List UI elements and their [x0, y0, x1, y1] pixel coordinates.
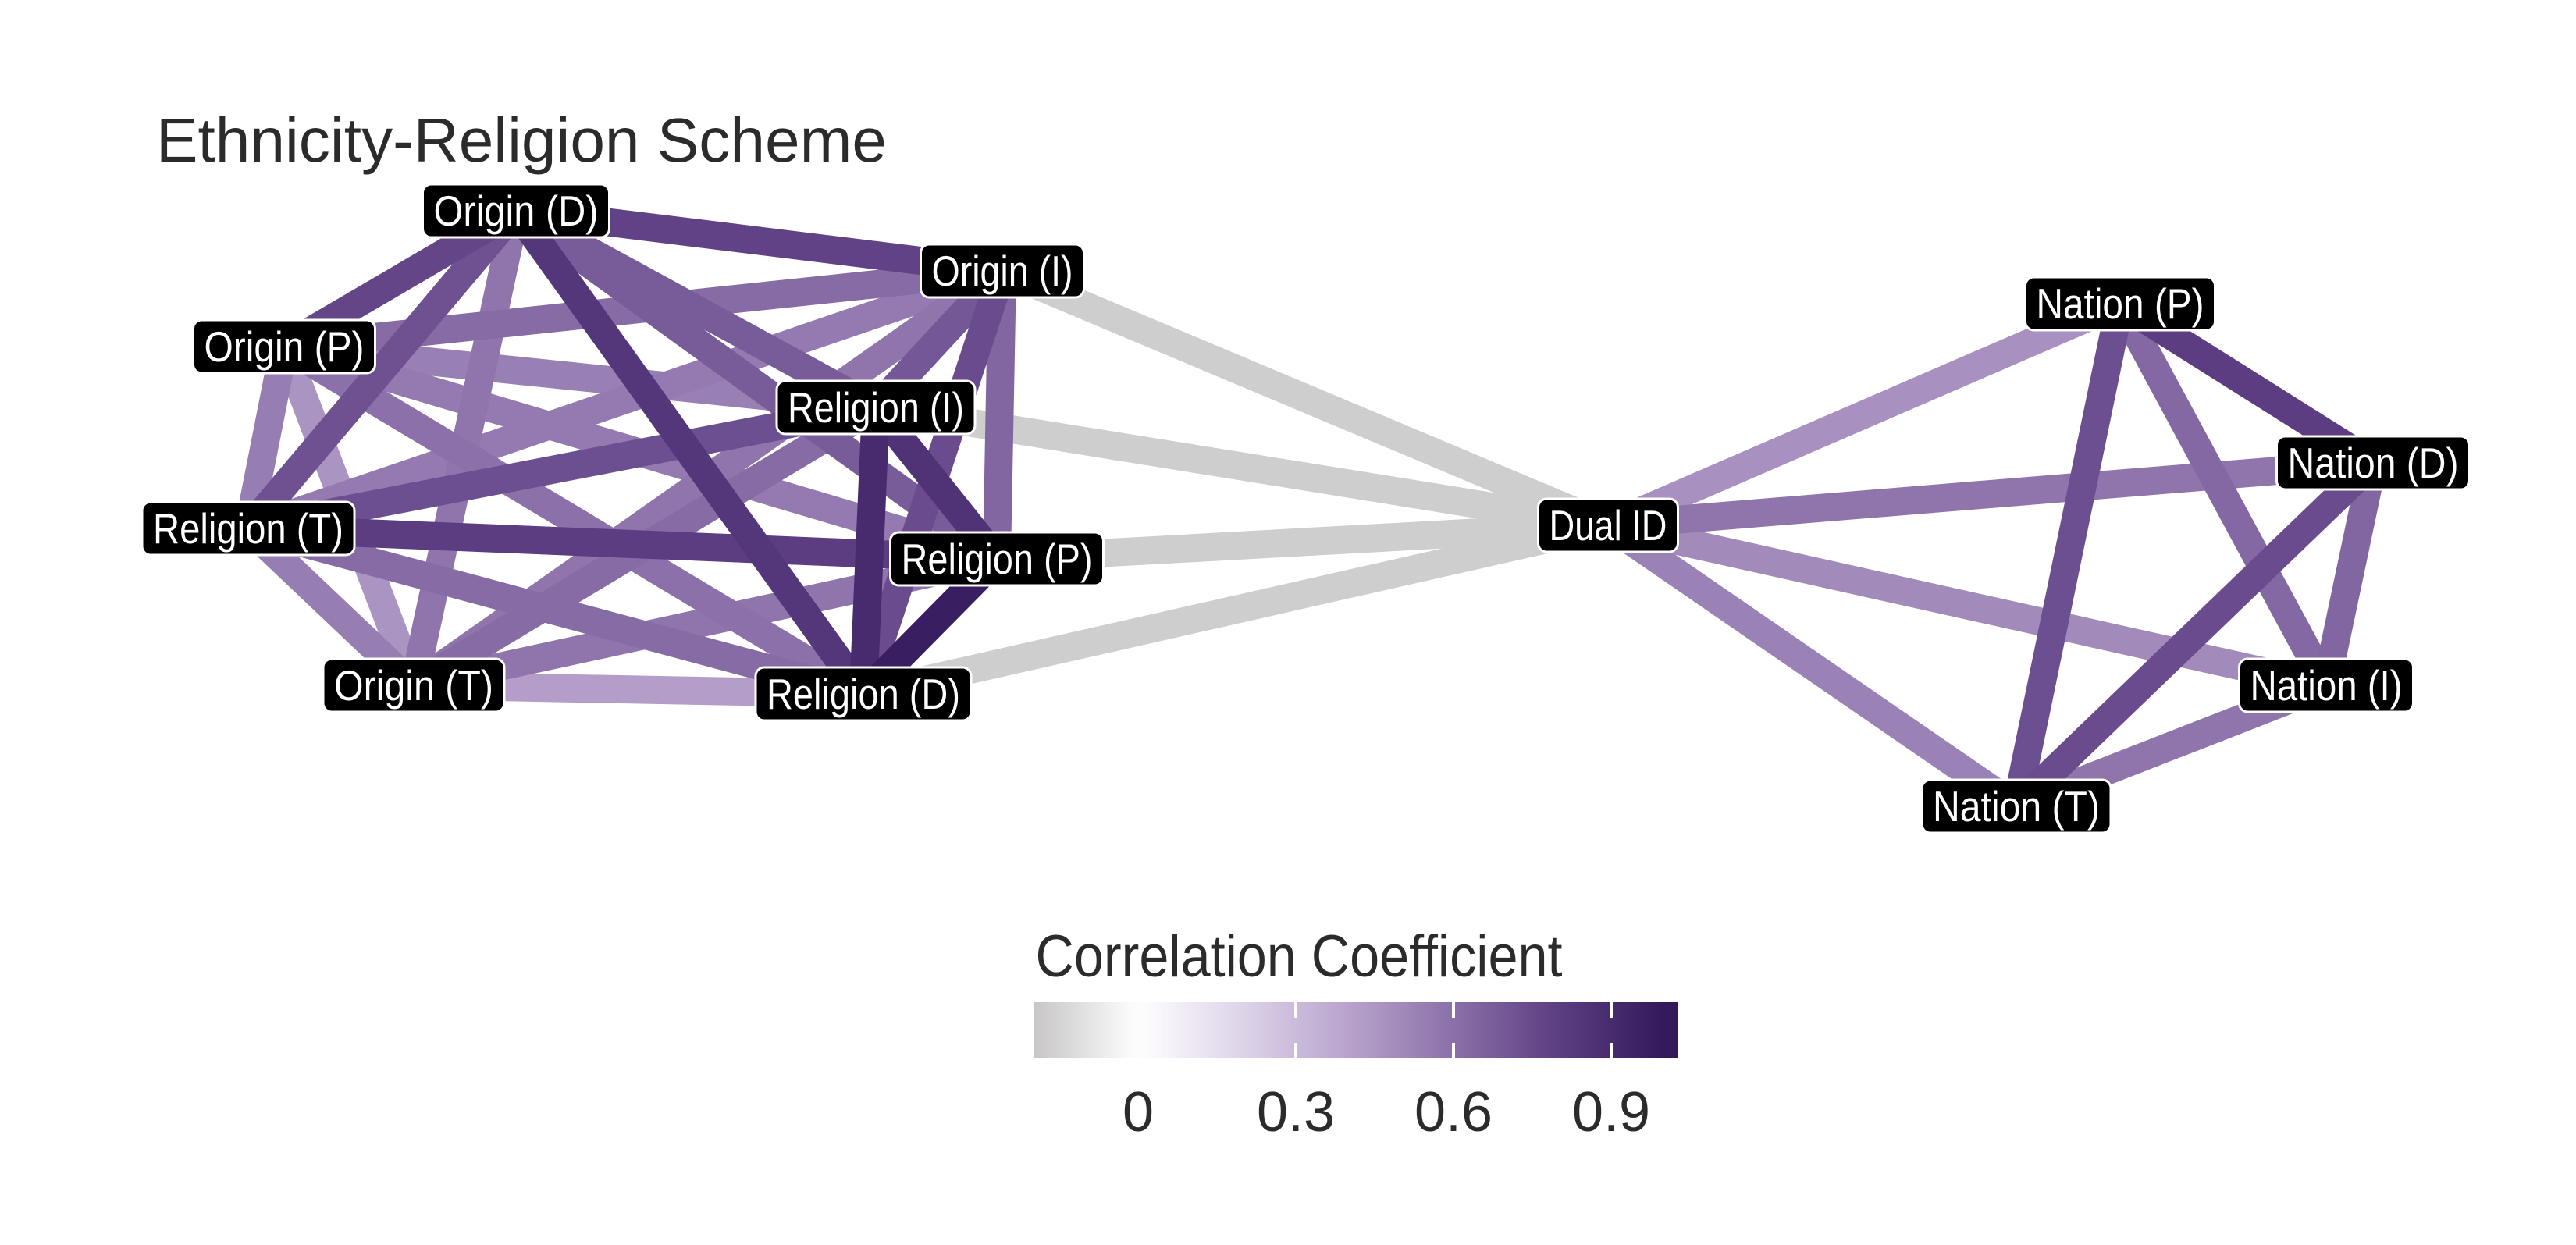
svg-text:0.6: 0.6: [1414, 1081, 1493, 1144]
svg-text:Correlation Coefficient: Correlation Coefficient: [1036, 923, 1563, 990]
svg-text:0: 0: [1123, 1081, 1154, 1144]
svg-text:Religion (T): Religion (T): [153, 504, 343, 553]
svg-text:Nation (T): Nation (T): [1933, 782, 2100, 831]
svg-text:Religion (P): Religion (P): [902, 535, 1093, 583]
svg-text:Nation (I): Nation (I): [2250, 661, 2403, 710]
svg-text:Origin (I): Origin (I): [932, 247, 1073, 295]
svg-text:Origin (D): Origin (D): [434, 187, 599, 235]
svg-text:Religion (D): Religion (D): [767, 670, 960, 718]
svg-text:Dual ID: Dual ID: [1550, 501, 1667, 550]
svg-text:Nation (D): Nation (D): [2288, 439, 2459, 487]
svg-text:Origin (P): Origin (P): [205, 322, 365, 371]
svg-text:0.3: 0.3: [1257, 1081, 1335, 1144]
svg-text:Religion (I): Religion (I): [788, 383, 964, 432]
svg-text:Ethnicity-Religion Scheme: Ethnicity-Religion Scheme: [156, 105, 887, 175]
svg-text:Nation (P): Nation (P): [2037, 279, 2204, 328]
svg-text:Origin (T): Origin (T): [334, 661, 493, 710]
svg-text:0.9: 0.9: [1572, 1081, 1650, 1144]
